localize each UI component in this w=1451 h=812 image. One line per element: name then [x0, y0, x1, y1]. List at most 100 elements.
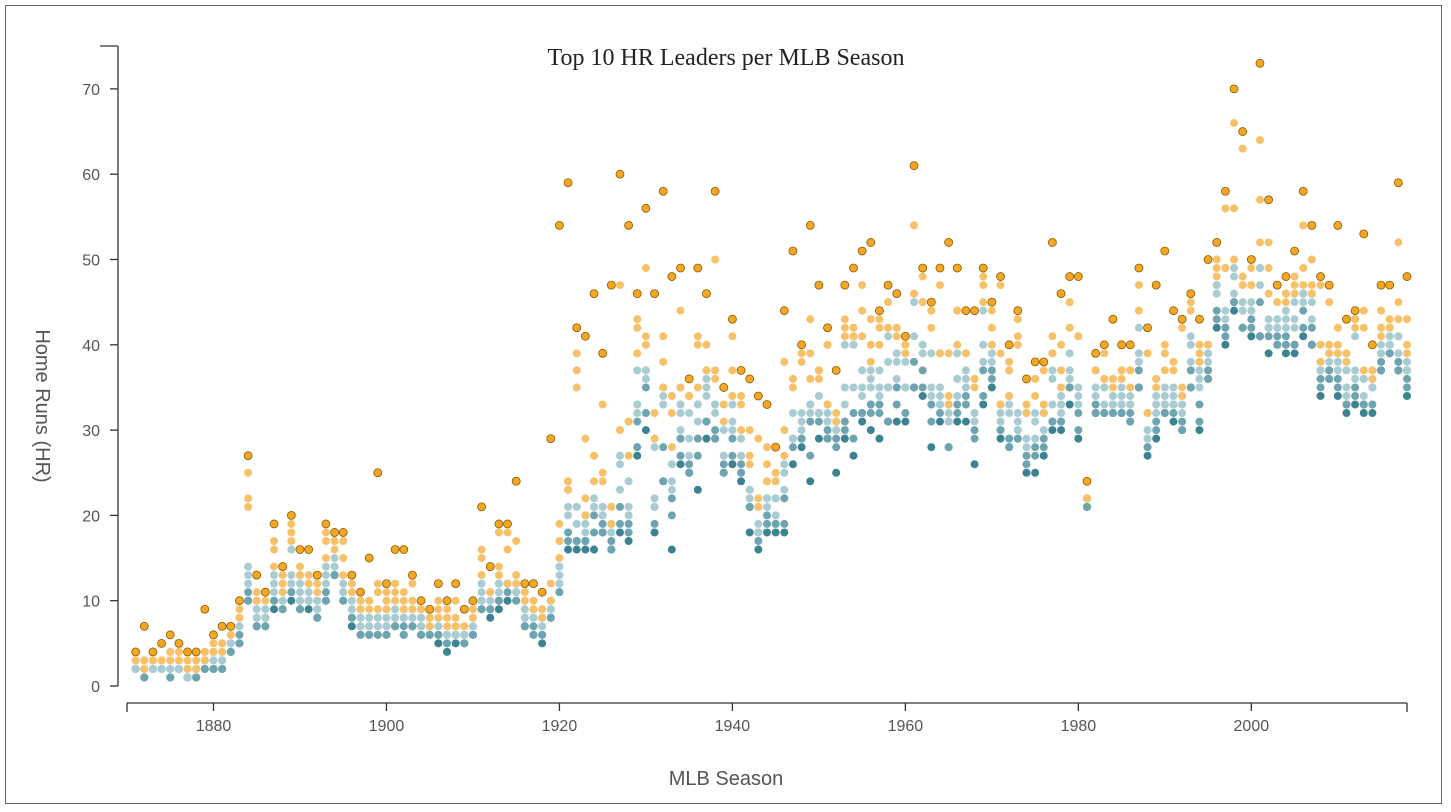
tenth-point — [1152, 435, 1160, 443]
lower-point — [1221, 332, 1229, 340]
middle-point — [867, 383, 875, 391]
leader-point — [486, 563, 494, 571]
upper-point — [166, 656, 174, 664]
tenth-point — [677, 460, 685, 468]
tenth-point — [694, 486, 702, 494]
upper-point — [659, 383, 667, 391]
middle-point — [1239, 298, 1247, 306]
upper-point — [1334, 324, 1342, 332]
lower-point — [1152, 426, 1160, 434]
upper-point — [590, 477, 598, 485]
lower-point — [521, 622, 529, 630]
tenth-point — [901, 418, 909, 426]
middle-point — [1074, 383, 1082, 391]
lower-point — [875, 409, 883, 417]
lower-point — [504, 588, 512, 596]
lower-point — [910, 383, 918, 391]
upper-point — [1308, 256, 1316, 264]
upper-point — [478, 554, 486, 562]
middle-point — [694, 401, 702, 409]
leader-point — [616, 170, 624, 178]
leader-point — [504, 520, 512, 528]
middle-point — [694, 418, 702, 426]
middle-point — [1394, 332, 1402, 340]
upper-point — [599, 469, 607, 477]
upper-point — [1351, 315, 1359, 323]
lower-point — [841, 418, 849, 426]
middle-point — [858, 392, 866, 400]
leader-point — [140, 622, 148, 630]
upper-point — [261, 597, 269, 605]
lower-point — [140, 673, 148, 681]
upper-point — [815, 375, 823, 383]
upper-point — [1100, 375, 1108, 383]
middle-point — [365, 622, 373, 630]
lower-point — [720, 460, 728, 468]
middle-point — [936, 383, 944, 391]
upper-point — [1152, 383, 1160, 391]
lower-point — [400, 622, 408, 630]
upper-point — [728, 366, 736, 374]
middle-point — [677, 401, 685, 409]
lower-point — [1014, 435, 1022, 443]
middle-point — [1291, 315, 1299, 323]
upper-point — [1152, 375, 1160, 383]
leader-point — [1317, 273, 1325, 281]
y-tick-label: 60 — [82, 167, 100, 184]
lower-point — [1040, 435, 1048, 443]
upper-point — [417, 605, 425, 613]
middle-point — [1239, 307, 1247, 315]
middle-point — [668, 486, 676, 494]
upper-point — [1403, 315, 1411, 323]
middle-point — [1152, 401, 1160, 409]
middle-point — [521, 614, 529, 622]
upper-point — [858, 281, 866, 289]
upper-point — [919, 298, 927, 306]
lower-point — [391, 622, 399, 630]
leader-point — [702, 290, 710, 298]
leader-point — [849, 264, 857, 272]
upper-point — [140, 665, 148, 673]
middle-point — [798, 418, 806, 426]
lower-point — [867, 409, 875, 417]
middle-point — [287, 571, 295, 579]
middle-point — [1048, 366, 1056, 374]
upper-point — [815, 366, 823, 374]
lower-point — [659, 443, 667, 451]
lower-point — [711, 435, 719, 443]
upper-point — [339, 554, 347, 562]
middle-point — [1005, 401, 1013, 409]
upper-point — [841, 332, 849, 340]
upper-point — [296, 563, 304, 571]
upper-point — [1126, 366, 1134, 374]
middle-point — [728, 418, 736, 426]
lower-point — [962, 392, 970, 400]
upper-point — [659, 358, 667, 366]
upper-point — [581, 435, 589, 443]
upper-point — [849, 332, 857, 340]
middle-point — [400, 614, 408, 622]
leader-point — [382, 580, 390, 588]
upper-point — [149, 656, 157, 664]
middle-point — [521, 605, 529, 613]
leader-point — [997, 273, 1005, 281]
upper-point — [529, 597, 537, 605]
middle-point — [1351, 375, 1359, 383]
tenth-point — [1334, 392, 1342, 400]
tenth-point — [1195, 426, 1203, 434]
middle-point — [858, 366, 866, 374]
middle-point — [953, 375, 961, 383]
middle-point — [971, 418, 979, 426]
upper-point — [348, 588, 356, 596]
leader-point — [1394, 179, 1402, 187]
middle-point — [642, 366, 650, 374]
tenth-point — [348, 622, 356, 630]
upper-point — [945, 401, 953, 409]
lower-point — [599, 528, 607, 536]
upper-point — [573, 383, 581, 391]
leader-point — [962, 307, 970, 315]
middle-point — [1074, 401, 1082, 409]
upper-point — [651, 409, 659, 417]
upper-point — [1031, 375, 1039, 383]
middle-point — [997, 418, 1005, 426]
